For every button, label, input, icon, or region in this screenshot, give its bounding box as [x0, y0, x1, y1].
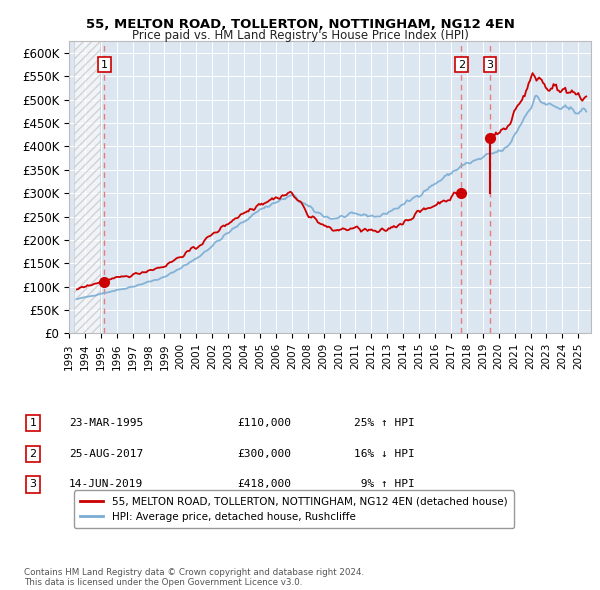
Text: Contains HM Land Registry data © Crown copyright and database right 2024.
This d: Contains HM Land Registry data © Crown c…	[24, 568, 364, 587]
Text: 2: 2	[29, 449, 37, 458]
Text: 1: 1	[101, 60, 108, 70]
Text: 23-MAR-1995: 23-MAR-1995	[69, 418, 143, 428]
Text: 16% ↓ HPI: 16% ↓ HPI	[354, 449, 415, 458]
Legend: 55, MELTON ROAD, TOLLERTON, NOTTINGHAM, NG12 4EN (detached house), HPI: Average : 55, MELTON ROAD, TOLLERTON, NOTTINGHAM, …	[74, 490, 514, 528]
Text: Price paid vs. HM Land Registry's House Price Index (HPI): Price paid vs. HM Land Registry's House …	[131, 30, 469, 42]
Text: £300,000: £300,000	[237, 449, 291, 458]
Text: £418,000: £418,000	[237, 480, 291, 489]
Text: 1: 1	[29, 418, 37, 428]
Text: 25% ↑ HPI: 25% ↑ HPI	[354, 418, 415, 428]
Text: £110,000: £110,000	[237, 418, 291, 428]
Text: 2: 2	[458, 60, 465, 70]
Text: 14-JUN-2019: 14-JUN-2019	[69, 480, 143, 489]
Text: 3: 3	[29, 480, 37, 489]
Text: 9% ↑ HPI: 9% ↑ HPI	[354, 480, 415, 489]
Text: 3: 3	[487, 60, 494, 70]
Text: 55, MELTON ROAD, TOLLERTON, NOTTINGHAM, NG12 4EN: 55, MELTON ROAD, TOLLERTON, NOTTINGHAM, …	[86, 18, 514, 31]
Bar	[74, 41, 100, 333]
Text: 25-AUG-2017: 25-AUG-2017	[69, 449, 143, 458]
